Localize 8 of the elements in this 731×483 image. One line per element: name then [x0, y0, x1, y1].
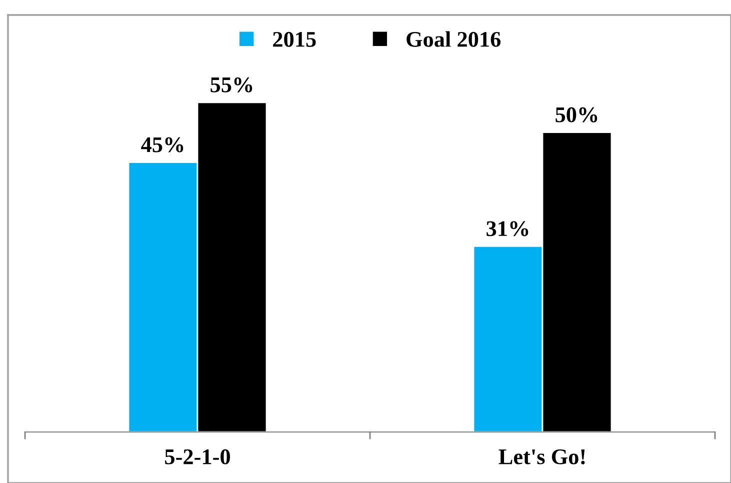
data-label: 50% [556, 107, 598, 122]
x-tick-label: 5-2-1-0 [165, 449, 230, 464]
legend-label: Goal 2016 [406, 31, 501, 47]
legend-label: 2015 [273, 32, 316, 47]
data-label: 31% [486, 221, 528, 236]
data-label: 45% [141, 137, 184, 152]
data-label: 55% [210, 77, 252, 92]
x-tick-label: Let's Go! [498, 449, 585, 464]
